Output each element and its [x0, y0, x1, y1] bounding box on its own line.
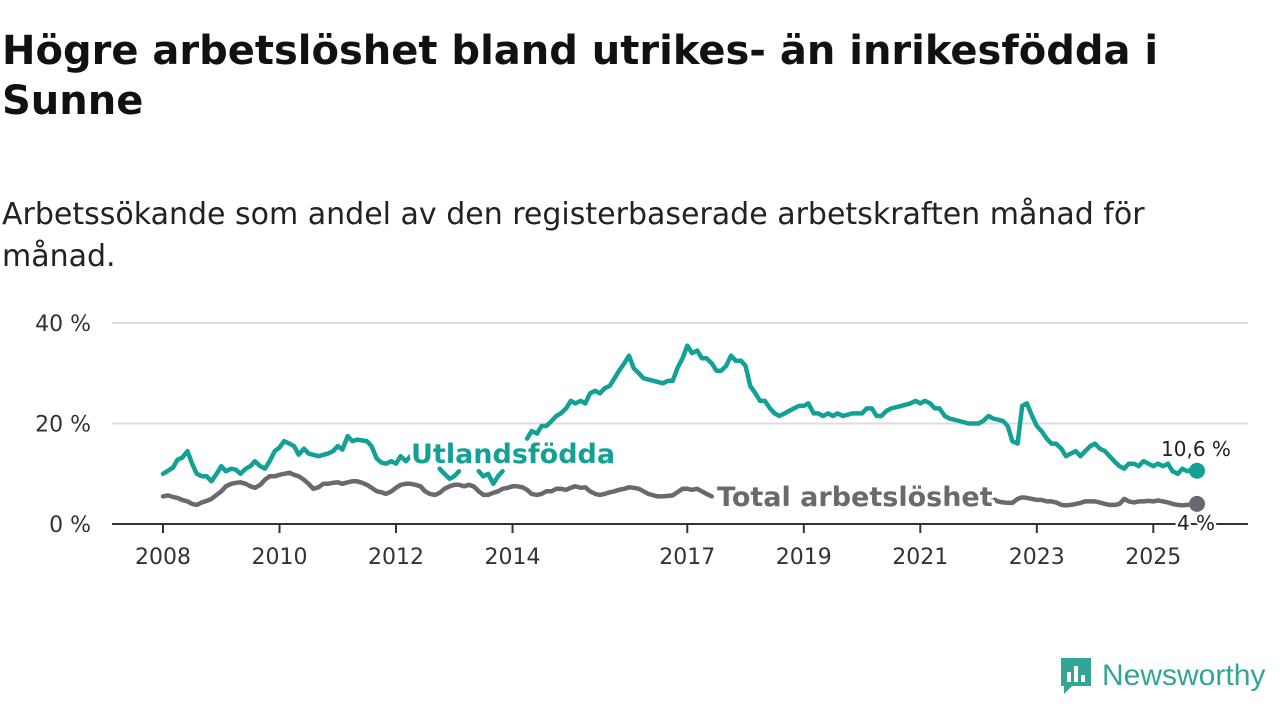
end-value-utlandsfodda: 10,6 %	[1161, 437, 1231, 461]
grid-layer	[112, 322, 1248, 533]
series-label-total: Total arbetslöshet	[717, 482, 993, 513]
series-line-utlandsfodda	[160, 343, 1200, 487]
brand-logo: Newsworthy	[1058, 654, 1265, 698]
x-tick-label: 2012	[368, 545, 424, 570]
end-value-utlandsfodda: 10,6 %	[1161, 437, 1231, 461]
chart-title: Högre arbetslöshet bland utrikes- än inr…	[2, 28, 1159, 124]
end-value-total: 4 %	[1177, 511, 1215, 535]
y-tick-label: 0 %	[49, 513, 91, 538]
y-tick-label: 40 %	[35, 312, 91, 337]
x-tick-label: 2025	[1125, 545, 1181, 570]
chart-subtitle: Arbetssökande som andel av den registerb…	[2, 197, 1145, 274]
series-line-total	[160, 470, 1200, 508]
y-tick-label: 20 %	[35, 413, 91, 438]
series-layer	[160, 343, 1205, 512]
end-value-total: 4 %	[1177, 511, 1215, 535]
series-end-marker	[1189, 462, 1205, 479]
x-tick-label: 2019	[776, 545, 832, 570]
bar-chart-speech-icon	[1061, 658, 1091, 694]
x-tick-label: 2014	[485, 545, 541, 570]
series-label-total: Total arbetslöshet	[717, 482, 993, 513]
series-label-utlandsfodda: Utlandsfödda	[411, 439, 615, 470]
x-tick-label: 2017	[659, 545, 715, 570]
label-layer: 0 % 20 % 40 % 2008 2010 2012 2014 2017 2019 2021 2…	[35, 312, 1233, 570]
x-tick-label: 2010	[252, 545, 308, 570]
brand-name: Newsworthy	[1102, 659, 1266, 692]
series-end-marker	[1189, 495, 1205, 512]
x-tick-label: 2008	[135, 545, 191, 570]
series-label-utlandsfodda: Utlandsfödda	[411, 439, 615, 470]
x-tick-label: 2021	[892, 545, 948, 570]
x-tick-label: 2023	[1009, 545, 1065, 570]
